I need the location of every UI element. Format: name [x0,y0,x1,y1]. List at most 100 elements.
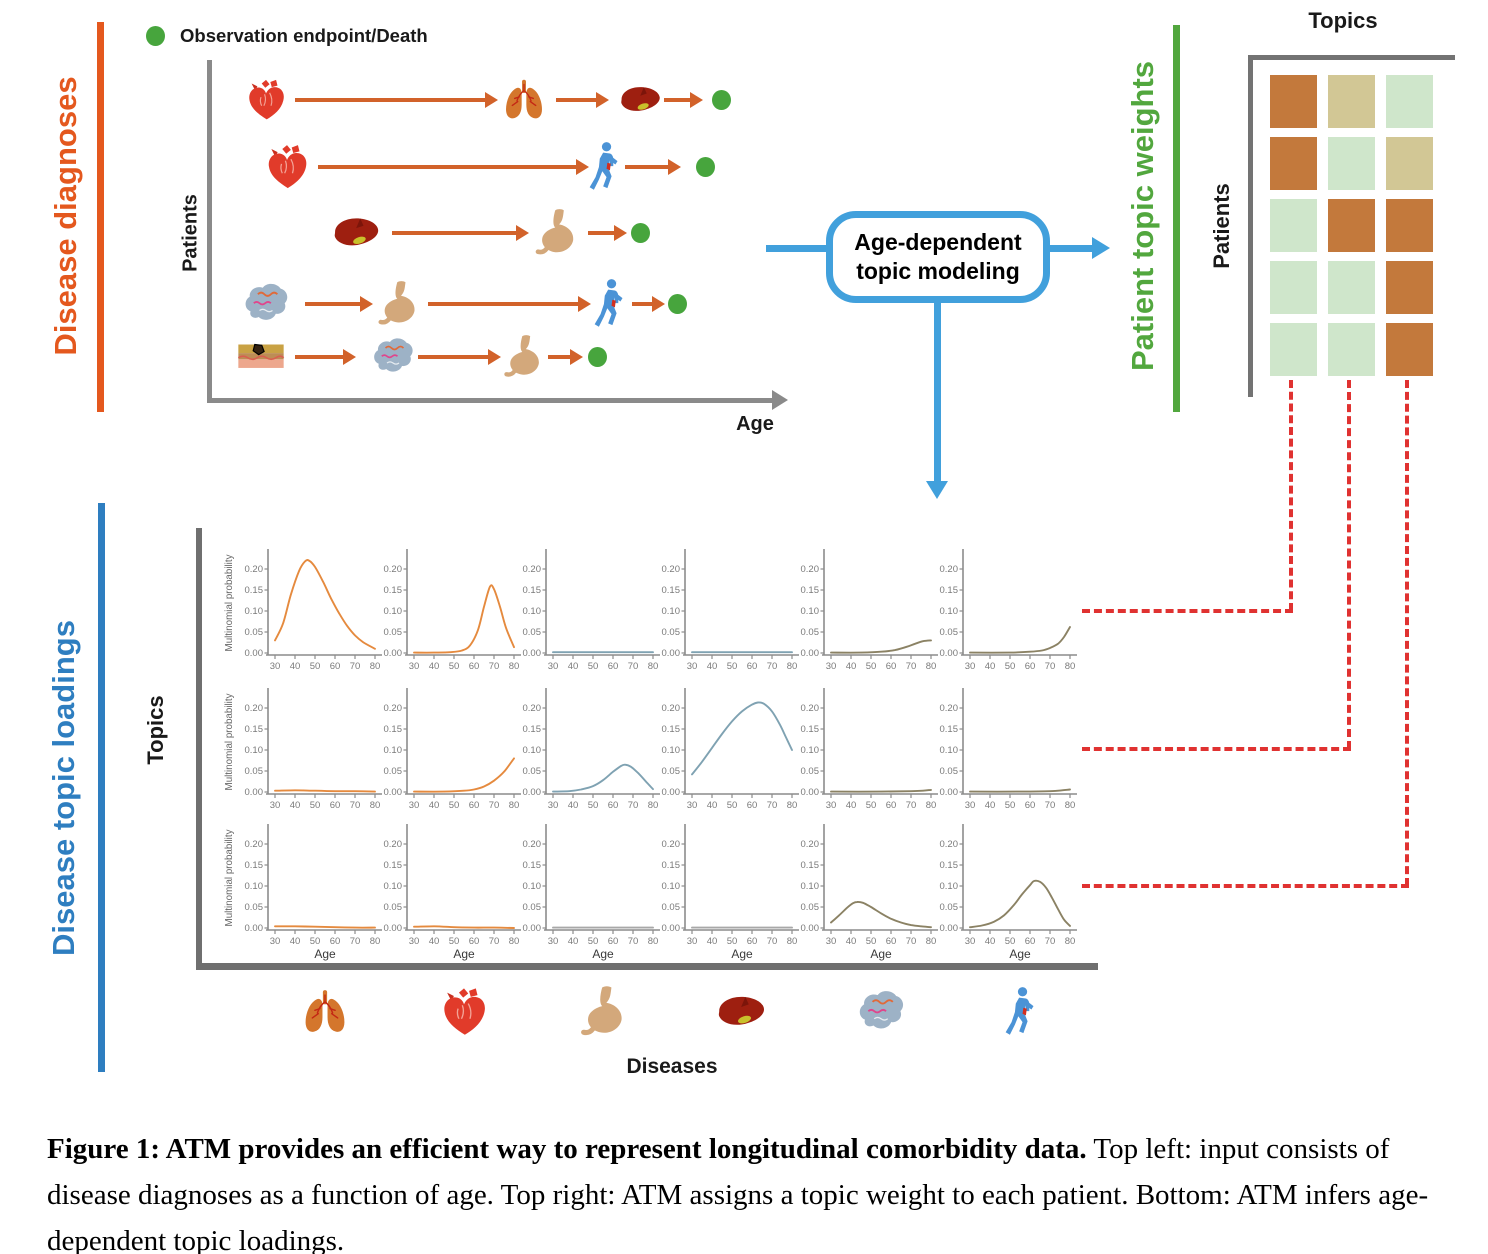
svg-text:0.10: 0.10 [245,881,264,892]
liver-icon [618,77,664,123]
svg-text:30: 30 [270,661,281,669]
person-icon [993,985,1047,1039]
arrow-head [516,225,529,241]
svg-text:60: 60 [747,936,758,947]
svg-text:60: 60 [747,800,758,808]
arrow-line [664,98,690,102]
svg-text:70: 70 [767,661,778,669]
svg-text:0.10: 0.10 [801,606,820,617]
heart-icon [437,985,491,1039]
svg-text:50: 50 [449,661,460,669]
brain-icon [369,333,417,381]
heatmap-cell [1328,137,1375,190]
svg-text:0.20: 0.20 [801,703,820,714]
svg-text:0.00: 0.00 [384,648,403,659]
arrow-head [614,225,627,241]
svg-text:0.00: 0.00 [662,648,681,659]
svg-text:0.20: 0.20 [245,564,264,575]
svg-text:0.15: 0.15 [940,585,959,596]
svg-text:50: 50 [449,936,460,947]
svg-text:30: 30 [548,936,559,947]
svg-text:40: 40 [568,800,579,808]
svg-text:50: 50 [1005,800,1016,808]
svg-text:70: 70 [350,936,361,947]
svg-text:60: 60 [886,936,897,947]
svg-text:0.20: 0.20 [523,564,542,575]
svg-text:0.00: 0.00 [245,923,264,934]
topic2-disease4-loading-plot: 0.20 0.15 0.10 0.05 0.00 30 40 50 60 70 80 [662,688,799,808]
svg-text:0.15: 0.15 [245,724,264,735]
caption-bold: Figure 1: ATM provides an efficient way … [47,1133,1087,1165]
svg-text:0.05: 0.05 [523,627,542,638]
topic3-disease1-loading-plot: 0.20 0.15 0.10 0.05 0.00 30 40 50 60 70 80 Multinom… [224,824,382,961]
svg-text:0.15: 0.15 [662,860,681,871]
age-axis-label: Age [314,947,336,961]
svg-text:30: 30 [826,800,837,808]
svg-text:0.00: 0.00 [801,648,820,659]
svg-text:60: 60 [330,936,341,947]
svg-text:80: 80 [370,936,381,947]
topic3-disease5-loading-plot: 0.20 0.15 0.10 0.05 0.00 30 40 50 60 70 80 Age [801,824,938,961]
topic-connector-horizontal [1082,609,1293,613]
topic3-disease4-loading-plot: 0.20 0.15 0.10 0.05 0.00 30 40 50 60 70 80 Age [662,824,799,961]
svg-text:40: 40 [568,936,579,947]
svg-text:0.00: 0.00 [801,787,820,798]
svg-text:0.05: 0.05 [245,766,264,777]
svg-text:50: 50 [866,936,877,947]
flow-arrow-right-line [1050,245,1092,252]
svg-text:30: 30 [965,936,976,947]
heatmap-cell [1386,261,1433,314]
svg-text:0.05: 0.05 [801,902,820,913]
svg-text:0.00: 0.00 [384,923,403,934]
svg-text:30: 30 [965,800,976,808]
svg-text:40: 40 [707,800,718,808]
svg-text:0.15: 0.15 [245,585,264,596]
multinomial-probability-axis-label: Multinomial probability [224,554,235,651]
svg-text:0.20: 0.20 [940,564,959,575]
topic-connector-vertical [1347,380,1351,749]
svg-text:0.10: 0.10 [384,745,403,756]
topic1-disease1-loading-plot: 0.20 0.15 0.10 0.05 0.00 30 40 50 60 70 80 Multinom… [224,549,382,669]
stomach-icon [500,334,546,380]
age-axis-label: Age [731,947,753,961]
svg-text:60: 60 [1025,936,1036,947]
svg-text:0.20: 0.20 [940,703,959,714]
age-axis-label: Age [736,413,774,435]
svg-text:60: 60 [608,800,619,808]
svg-text:0.15: 0.15 [523,860,542,871]
liver-icon [715,985,769,1039]
arrow-head [652,296,665,312]
age-axis-label: Age [453,947,475,961]
figure-caption: Figure 1: ATM provides an efficient way … [47,1127,1449,1254]
lungs-icon [298,985,352,1039]
svg-text:40: 40 [429,800,440,808]
svg-text:0.05: 0.05 [662,627,681,638]
svg-text:0.00: 0.00 [662,787,681,798]
svg-text:50: 50 [727,936,738,947]
topic3-disease3-loading-plot: 0.20 0.15 0.10 0.05 0.00 30 40 50 60 70 80 Age [523,824,660,961]
svg-text:70: 70 [350,661,361,669]
svg-text:60: 60 [747,661,758,669]
svg-text:50: 50 [310,936,321,947]
heatmap-cell [1328,323,1375,376]
heatmap-cell [1270,75,1317,128]
svg-text:50: 50 [1005,661,1016,669]
topic3-disease6-loading-plot: 0.20 0.15 0.10 0.05 0.00 30 40 50 60 70 80 Age [940,824,1077,961]
topic-connector-vertical [1289,380,1293,611]
svg-text:0.10: 0.10 [523,881,542,892]
svg-text:0.15: 0.15 [523,585,542,596]
topic-connector-vertical [1405,380,1409,886]
heatmap-cell [1270,137,1317,190]
svg-text:0.10: 0.10 [662,881,681,892]
svg-text:0.00: 0.00 [523,923,542,934]
svg-text:40: 40 [707,936,718,947]
heatmap-cell [1328,199,1375,252]
svg-text:60: 60 [469,936,480,947]
svg-text:80: 80 [648,661,659,669]
topic-connector-horizontal [1082,884,1409,888]
svg-text:70: 70 [906,800,917,808]
skin-icon [236,332,286,382]
process-box: Age-dependent topic modeling [826,211,1050,303]
flow-arrow-down-line [934,303,941,481]
